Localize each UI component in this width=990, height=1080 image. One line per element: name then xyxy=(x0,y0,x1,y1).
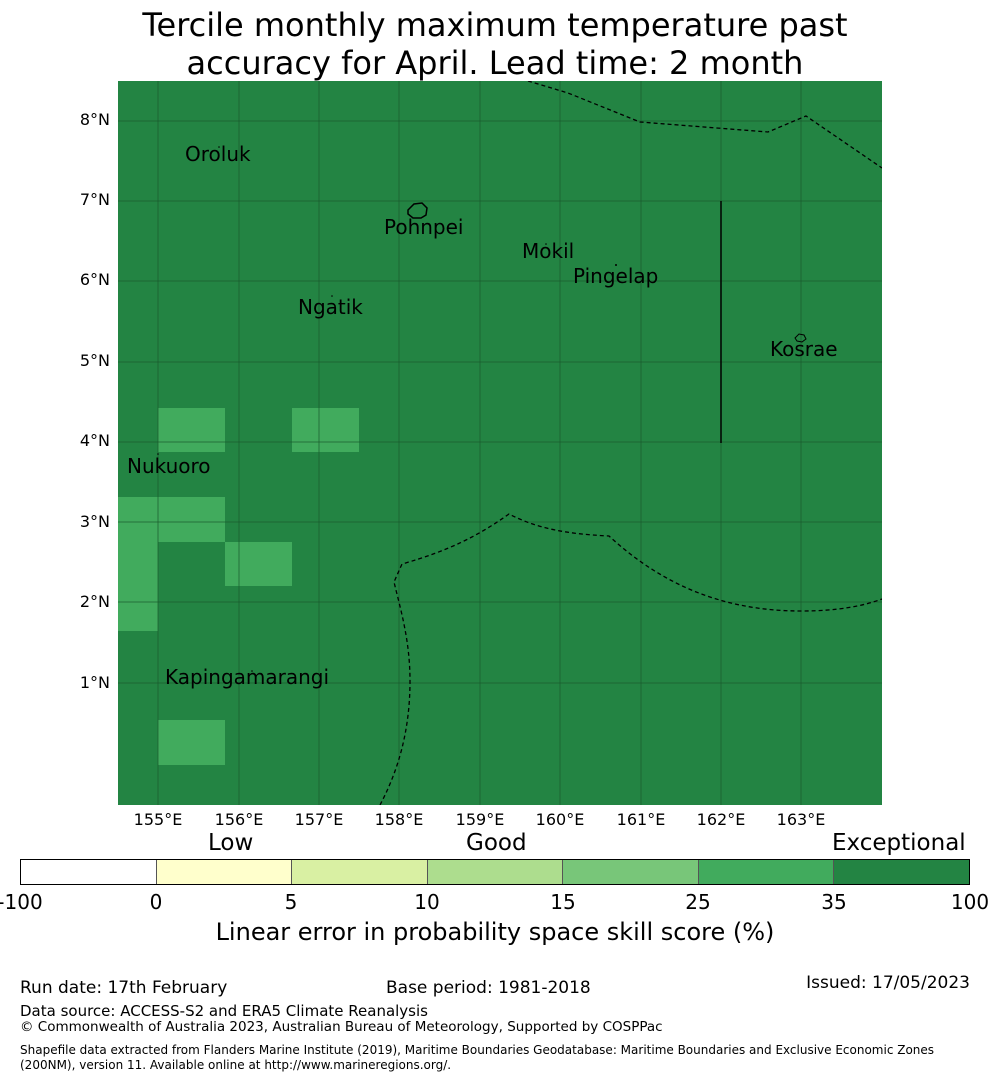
colorbar-label: Linear error in probability space skill … xyxy=(215,918,775,946)
place-label-pingelap: Pingelap xyxy=(573,264,659,288)
colorbar-tick: 5 xyxy=(284,890,298,914)
data-source: Data source: ACCESS-S2 and ERA5 Climate … xyxy=(20,1002,428,1020)
place-label-kapingamarangi: Kapingamarangi xyxy=(165,665,330,689)
island-kapingamarangi xyxy=(251,670,253,672)
skill-cell xyxy=(225,542,292,586)
eez-boundary-south xyxy=(379,513,882,805)
run-date: Run date: 17th February xyxy=(20,978,228,998)
lat-tick: 2°N xyxy=(79,592,110,611)
place-label-oroluk: Oroluk xyxy=(185,142,251,166)
lon-tick: 159°E xyxy=(455,810,505,829)
colorbar xyxy=(20,859,970,885)
colorbar-category-good: Good xyxy=(466,830,527,856)
eez-boundaries xyxy=(379,81,882,805)
title-line-2: accuracy for April. Lead time: 2 month xyxy=(186,44,804,82)
island-ngatik xyxy=(331,295,333,297)
map-panel xyxy=(118,81,882,805)
lon-tick: 160°E xyxy=(535,810,585,829)
place-label-pohnpei: Pohnpei xyxy=(384,215,464,239)
colorbar-tick: 10 xyxy=(414,890,440,914)
colorbar-category-exceptional: Exceptional xyxy=(832,830,966,856)
lat-tick: 4°N xyxy=(79,431,110,450)
colorbar-tick: 25 xyxy=(685,890,711,914)
island-nukuoro xyxy=(157,453,159,455)
colorbar-segment xyxy=(834,860,970,884)
colorbar-segment xyxy=(698,860,835,884)
map-title: Tercile monthly maximum temperature past… xyxy=(0,6,990,82)
colorbar-tick: 35 xyxy=(821,890,847,914)
lat-tick: 5°N xyxy=(79,351,110,370)
lon-tick: 155°E xyxy=(133,810,183,829)
colorbar-segment xyxy=(292,860,428,884)
eez-boundary-north xyxy=(527,81,882,169)
lon-tick: 162°E xyxy=(696,810,746,829)
place-label-ngatik: Ngatik xyxy=(298,295,363,319)
lat-tick: 8°N xyxy=(79,110,110,129)
base-period: Base period: 1981-2018 xyxy=(386,978,591,998)
skill-cells xyxy=(118,408,359,765)
island-oroluk xyxy=(218,146,220,148)
place-label-kosrae: Kosrae xyxy=(770,337,838,361)
island-mokil xyxy=(545,243,547,245)
skill-cell xyxy=(118,497,225,542)
place-label-mokil: Mokil xyxy=(522,239,575,263)
map-graphics xyxy=(118,81,882,805)
colorbar-tick: 15 xyxy=(550,890,576,914)
skill-cell xyxy=(158,408,225,452)
skill-cell xyxy=(118,542,158,631)
title-line-1: Tercile monthly maximum temperature past xyxy=(142,6,848,44)
lon-tick: 158°E xyxy=(374,810,424,829)
skill-cell xyxy=(158,720,225,765)
lon-tick: 157°E xyxy=(294,810,344,829)
lon-tick: 156°E xyxy=(214,810,264,829)
lat-tick: 7°N xyxy=(79,190,110,209)
colorbar-tick: -100 xyxy=(0,890,43,914)
lat-tick: 1°N xyxy=(79,673,110,692)
island-pingelap xyxy=(615,264,617,266)
colorbar-segment xyxy=(21,860,157,884)
colorbar-tick: 100 xyxy=(950,890,990,914)
colorbar-tick: 0 xyxy=(149,890,163,914)
issued-date: Issued: 17/05/2023 xyxy=(806,973,970,993)
copyright: © Commonwealth of Australia 2023, Austra… xyxy=(20,1019,663,1035)
colorbar-category-low: Low xyxy=(208,830,254,856)
gridlines xyxy=(118,81,882,805)
lon-tick: 163°E xyxy=(776,810,826,829)
island-pohnpei xyxy=(407,202,428,219)
lat-tick: 6°N xyxy=(79,270,110,289)
lat-tick: 3°N xyxy=(79,512,110,531)
colorbar-segment xyxy=(156,860,293,884)
colorbar-segment xyxy=(563,860,699,884)
colorbar-segment xyxy=(427,860,564,884)
island-kosrae xyxy=(794,333,807,343)
place-label-nukuoro: Nukuoro xyxy=(127,454,211,478)
lon-tick: 161°E xyxy=(616,810,666,829)
shapefile-attribution: Shapefile data extracted from Flanders M… xyxy=(20,1043,935,1072)
skill-cell xyxy=(292,408,359,452)
